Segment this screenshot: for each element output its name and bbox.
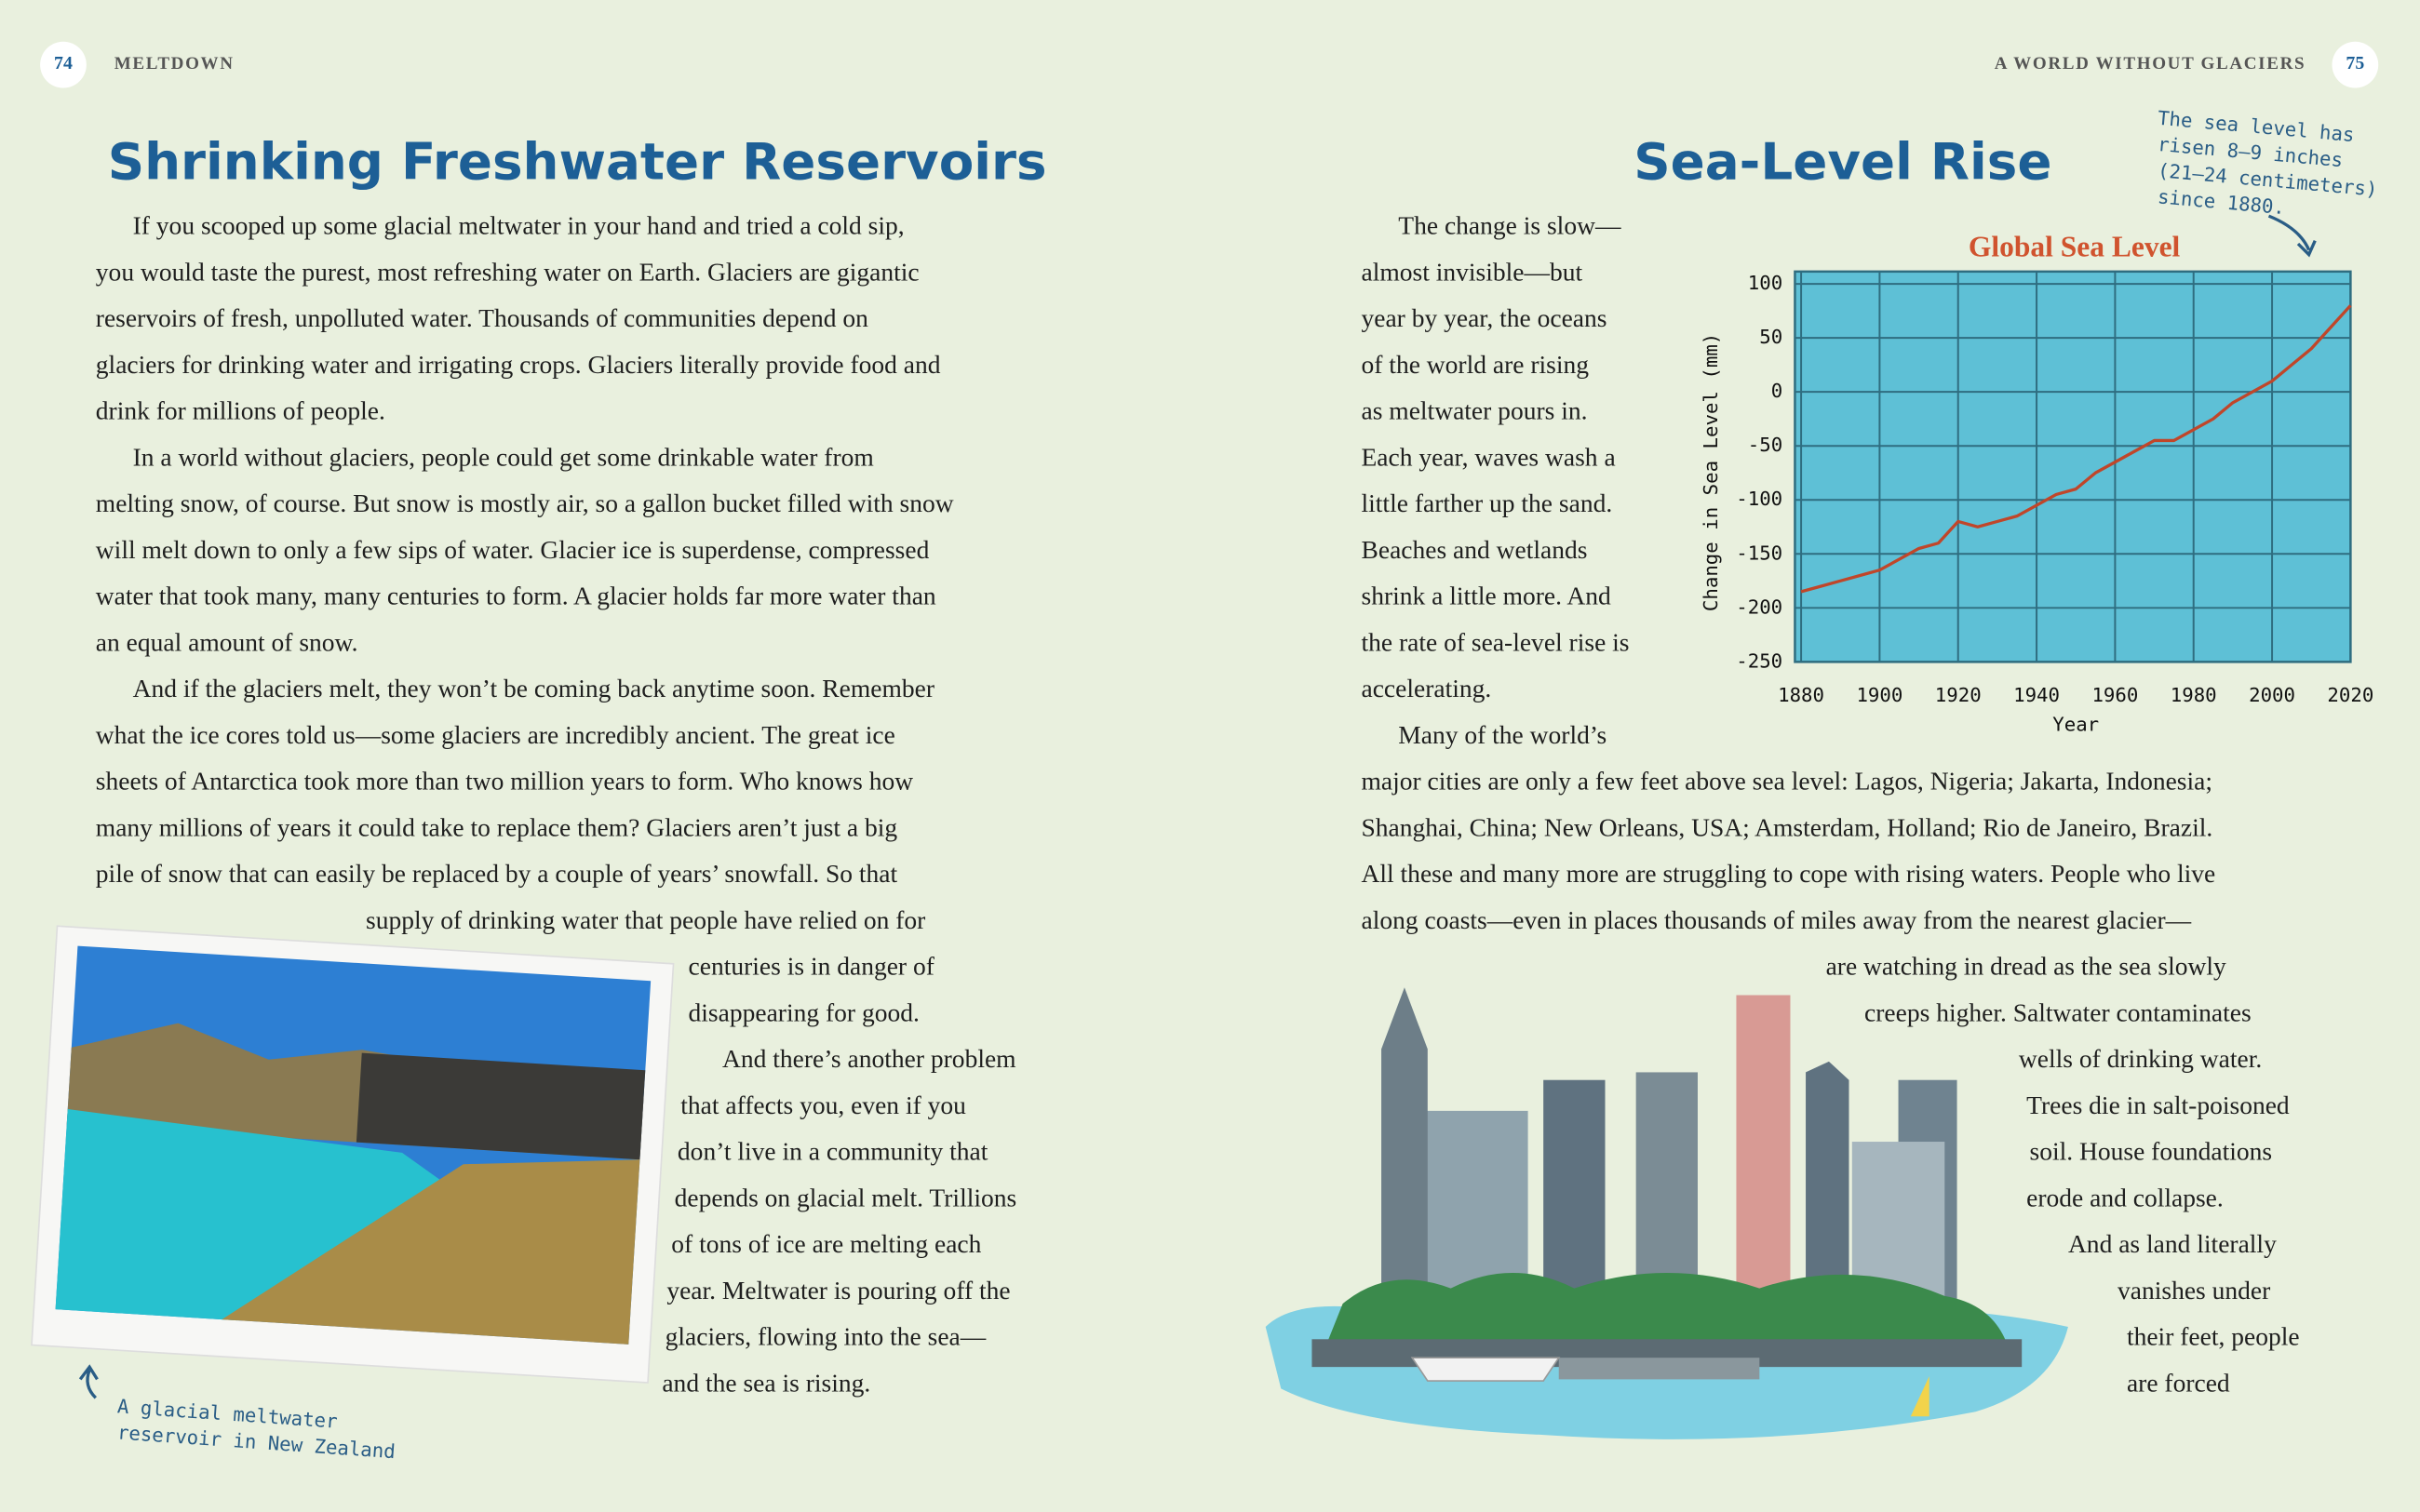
text-line: Shanghai, China; New Orleans, USA; Amste… — [1362, 812, 2213, 841]
text-line: The change is slow— — [1398, 211, 1621, 240]
text-line: are forced — [2127, 1368, 2230, 1397]
text-line: little farther up the sand. — [1362, 488, 1613, 517]
text-line: Beaches and wetlands — [1362, 535, 1588, 564]
data-line — [1800, 304, 2352, 594]
text-line: And as land literally — [2068, 1229, 2277, 1258]
x-tick-label: 1920 — [1935, 684, 1982, 706]
annotation-arrow — [2267, 214, 2317, 258]
trees — [1327, 1272, 2007, 1343]
text-line: Many of the world’s — [1398, 720, 1607, 749]
text-line: of tons of ice are melting each — [671, 1229, 981, 1258]
text-line: vanishes under — [2118, 1276, 2270, 1305]
text-line: year. Meltwater is pouring off the — [666, 1276, 1010, 1305]
page-number-badge — [2332, 41, 2379, 88]
text-line: major cities are only a few feet above s… — [1362, 767, 2213, 796]
photo-grass — [222, 1159, 640, 1345]
text-line: Each year, waves wash a — [1362, 442, 1616, 471]
text-line: soil. House foundations — [2029, 1137, 2272, 1166]
y-tick-label: 0 — [1771, 380, 1782, 402]
x-tick-label: 2020 — [2327, 684, 2373, 706]
text-line: disappearing for good. — [689, 997, 920, 1026]
text-line: supply of drinking water that people hav… — [366, 905, 925, 934]
running-head: MELTDOWN — [114, 54, 235, 74]
running-head: A WORLD WITHOUT GLACIERS — [1995, 54, 2306, 74]
x-tick-label: 1960 — [2091, 684, 2138, 706]
x-tick-label: 1880 — [1778, 684, 1824, 706]
text-line: the rate of sea-level rise is — [1362, 627, 1630, 656]
text-line: reservoirs of fresh, unpolluted water. T… — [96, 303, 868, 332]
y-tick-label: -250 — [1736, 649, 1782, 672]
text-line: what the ice cores told us—some glaciers… — [96, 720, 895, 749]
text-line: And if the glaciers melt, they won’t be … — [133, 674, 934, 702]
text-line: drink for millions of people. — [96, 396, 385, 425]
text-line: of the world are rising — [1362, 350, 1590, 379]
text-line: And there’s another problem — [722, 1044, 1016, 1073]
y-tick-label: -100 — [1736, 488, 1782, 510]
text-line: accelerating. — [1362, 674, 1492, 702]
text-line: an equal amount of snow. — [96, 627, 358, 656]
text-line: centuries is in danger of — [689, 952, 935, 981]
y-tick-label: -200 — [1736, 595, 1782, 618]
building — [1806, 1061, 1849, 1343]
x-tick-label: 1980 — [2171, 684, 2217, 706]
y-tick-label: 100 — [1748, 272, 1782, 294]
y-tick-label: -150 — [1736, 542, 1782, 564]
text-line: their feet, people — [2127, 1322, 2300, 1351]
text-line: will melt down to only a few sips of wat… — [96, 535, 930, 564]
photo-dam — [356, 1052, 646, 1160]
text-line: wells of drinking water. — [2019, 1044, 2262, 1073]
chart-title: Global Sea Level — [1969, 230, 2181, 262]
text-line: If you scooped up some glacial meltwater… — [133, 211, 905, 240]
text-line: year by year, the oceans — [1362, 303, 1607, 332]
text-line: creeps higher. Saltwater contaminates — [1864, 997, 2252, 1026]
text-line: along coasts—even in places thousands of… — [1362, 905, 2192, 934]
text-line: glaciers for drinking water and irrigati… — [96, 350, 941, 379]
text-line: don’t live in a community that — [678, 1137, 988, 1166]
body-text: If you scooped up some glacial meltwater… — [96, 211, 2300, 1398]
text-line: erode and collapse. — [2026, 1183, 2224, 1211]
page-number: 75 — [2346, 53, 2364, 74]
text-line: that affects you, even if you — [680, 1091, 966, 1119]
y-tick-label: -50 — [1748, 434, 1782, 456]
text-line: In a world without glaciers, people coul… — [133, 442, 874, 471]
x-axis-label: Year — [2052, 713, 2099, 735]
text-line: melting snow, of course. But snow is mos… — [96, 488, 954, 517]
text-line: pile of snow that can easily be replaced… — [96, 859, 898, 888]
text-line: and the sea is rising. — [662, 1368, 870, 1397]
heading: Sea-Level Rise — [1634, 131, 2051, 191]
text-line: depends on glacial melt. Trillions — [675, 1183, 1017, 1211]
text-line: are watching in dread as the sea slowly — [1826, 952, 2226, 981]
plot-area — [1794, 270, 2352, 663]
photo — [31, 925, 675, 1384]
text-line: shrink a little more. And — [1362, 582, 1611, 610]
x-tick-label: 2000 — [2249, 684, 2295, 706]
photo-water — [55, 1109, 462, 1321]
text-line: you would taste the purest, most refresh… — [96, 257, 920, 286]
text-line: Trees die in salt-poisoned — [2026, 1091, 2290, 1119]
text-line: water that took many, many centuries to … — [96, 582, 936, 610]
text-line: many millions of years it could take to … — [96, 812, 898, 841]
text-line: All these and many more are struggling t… — [1362, 859, 2216, 888]
building — [1381, 987, 1428, 1343]
x-tick-label: 1900 — [1856, 684, 1902, 706]
x-tick-label: 1940 — [2013, 684, 2060, 706]
text-line: sheets of Antarctica took more than two … — [96, 767, 913, 796]
page-number: 74 — [54, 53, 73, 74]
page-number-badge — [40, 41, 87, 88]
text-line: glaciers, flowing into the sea— — [666, 1322, 987, 1351]
caption-arrow — [78, 1364, 99, 1399]
chart: -250 -200 -150 -100 -50 0 50 100 1880 1900 1920 194… — [1736, 270, 2373, 706]
ship — [1410, 1357, 1561, 1382]
text-line: as meltwater pours in. — [1362, 396, 1588, 425]
heading: Shrinking Freshwater Reservoirs — [108, 131, 1047, 191]
city-illustration — [1265, 987, 2068, 1439]
pier — [1558, 1358, 1760, 1380]
y-axis-label: Change in Sea Level (mm) — [1700, 333, 1722, 611]
text-line: almost invisible—but — [1362, 257, 1583, 286]
y-tick-label: 50 — [1759, 326, 1782, 348]
